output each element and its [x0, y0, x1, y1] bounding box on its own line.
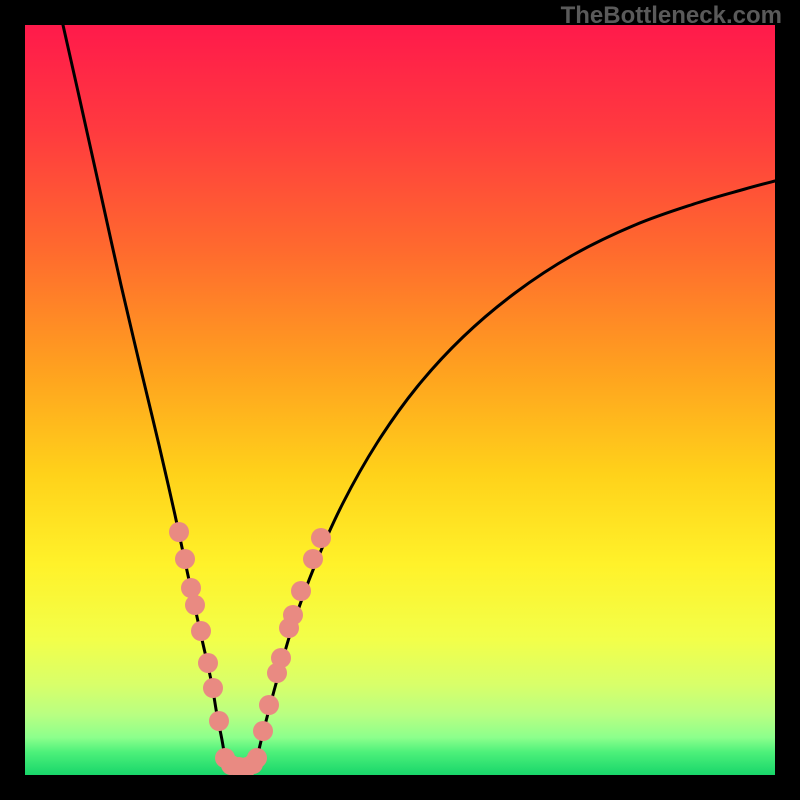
plot-area: [25, 25, 775, 775]
data-dot: [271, 648, 291, 668]
data-dot: [283, 605, 303, 625]
v-curve: [25, 25, 775, 775]
data-dot: [247, 748, 267, 768]
data-dot: [253, 721, 273, 741]
data-dot: [203, 678, 223, 698]
data-dot: [303, 549, 323, 569]
data-dot: [175, 549, 195, 569]
data-dot: [291, 581, 311, 601]
data-dot: [259, 695, 279, 715]
data-dot: [198, 653, 218, 673]
curve-segment: [257, 181, 775, 758]
data-dot: [185, 595, 205, 615]
chart-stage: TheBottleneck.com: [0, 0, 800, 800]
data-dot: [169, 522, 189, 542]
data-dot: [209, 711, 229, 731]
watermark-text: TheBottleneck.com: [561, 2, 782, 30]
data-dot: [191, 621, 211, 641]
data-dot: [311, 528, 331, 548]
curve-segment: [63, 25, 225, 758]
